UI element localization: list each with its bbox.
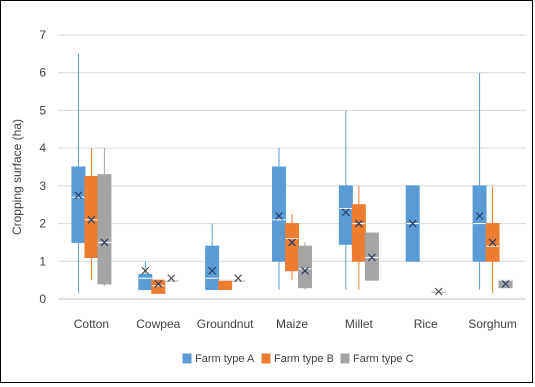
box-iqr	[272, 166, 286, 262]
box-iqr	[285, 223, 299, 272]
x-tick-label: Cotton	[74, 317, 109, 331]
box-farm-type-c-millet	[364, 232, 379, 281]
axes: 0 1 2 3 4 5 6 7 Cotton Cowpea Groundnut Maize Millet…	[39, 28, 517, 331]
y-tick-label: 4	[39, 141, 46, 155]
y-tick-label: 2	[39, 217, 46, 231]
legend-swatch	[261, 353, 271, 364]
mean-marker	[208, 266, 217, 275]
box-iqr	[218, 279, 233, 291]
legend: Farm type A Farm type B Farm type C	[182, 353, 414, 365]
legend-label: Farm type C	[353, 353, 414, 365]
legend-item: Farm type C	[340, 353, 414, 365]
mean-marker	[434, 287, 443, 296]
mean-marker	[234, 274, 243, 283]
x-tick-label: Sorghum	[468, 317, 517, 331]
box-iqr	[138, 273, 153, 291]
legend-label: Farm type B	[274, 353, 334, 365]
y-axis-label: Cropping surface (ha)	[10, 119, 24, 235]
box-iqr	[97, 174, 112, 285]
box-farm-type-c-maize	[298, 242, 312, 290]
box-farm-type-a-rice	[405, 185, 420, 262]
y-tick-label: 3	[39, 179, 46, 193]
mean-marker	[74, 191, 83, 200]
box-iqr	[364, 232, 379, 281]
mean-marker	[488, 238, 497, 247]
mean-marker	[408, 219, 417, 228]
mean-marker	[100, 238, 109, 247]
mean-marker	[367, 253, 376, 262]
mean-marker	[475, 212, 484, 220]
box-farm-type-b-groundnut	[218, 279, 233, 291]
box-farm-type-b-maize	[285, 214, 299, 281]
mean-marker	[87, 215, 96, 224]
mean-marker	[341, 208, 350, 217]
mean-marker	[354, 219, 363, 228]
box-farm-type-a-groundnut	[205, 223, 220, 291]
mean-marker	[154, 280, 163, 288]
box-iqr	[338, 185, 353, 245]
box-farm-type-a-maize	[272, 148, 286, 290]
box-farm-type-b-millet	[351, 185, 366, 290]
plot-area	[71, 53, 513, 296]
mean-marker	[275, 212, 283, 220]
mean-marker	[288, 238, 296, 247]
box-farm-type-a-cotton	[71, 53, 86, 294]
box-farm-type-b-sorghum	[485, 185, 500, 294]
mean-marker	[301, 266, 309, 275]
box-farm-type-c-cotton	[97, 148, 112, 286]
box-iqr	[84, 175, 99, 259]
box-iqr	[151, 279, 166, 294]
box-plot-chart: 0 1 2 3 4 5 6 7 Cotton Cowpea Groundnut Maize Millet…	[10, 28, 526, 365]
y-tick-label: 0	[39, 292, 46, 306]
x-tick-label: Millet	[345, 317, 374, 331]
box-iqr	[71, 166, 86, 243]
mean-marker	[141, 266, 150, 275]
x-tick-label: Cowpea	[136, 317, 180, 331]
box-iqr	[351, 204, 366, 262]
legend-swatch	[182, 353, 192, 364]
box-farm-type-c-sorghum	[498, 279, 513, 289]
y-tick-label: 7	[39, 28, 46, 42]
box-farm-type-a-millet	[338, 110, 353, 290]
x-tick-label: Rice	[414, 317, 438, 331]
y-tick-label: 6	[39, 66, 46, 80]
legend-swatch	[340, 353, 350, 364]
box-iqr	[298, 245, 312, 289]
x-tick-label: Groundnut	[197, 317, 254, 331]
box-farm-type-a-sorghum	[472, 72, 487, 290]
box-farm-type-a-cowpea	[138, 261, 153, 291]
x-tick-label: Maize	[276, 317, 308, 331]
legend-item: Farm type B	[261, 353, 334, 365]
legend-item: Farm type A	[182, 353, 255, 365]
box-farm-type-c-rice	[431, 287, 446, 296]
box-iqr	[205, 245, 220, 291]
box-farm-type-b-cowpea	[151, 279, 166, 294]
y-tick-label: 1	[39, 254, 46, 268]
box-farm-type-c-cowpea	[164, 274, 179, 283]
mean-marker	[501, 280, 510, 288]
mean-marker	[167, 274, 176, 283]
legend-label: Farm type A	[195, 353, 255, 365]
y-tick-label: 5	[39, 103, 46, 117]
box-farm-type-c-groundnut	[231, 274, 246, 283]
box-farm-type-b-cotton	[84, 148, 99, 281]
